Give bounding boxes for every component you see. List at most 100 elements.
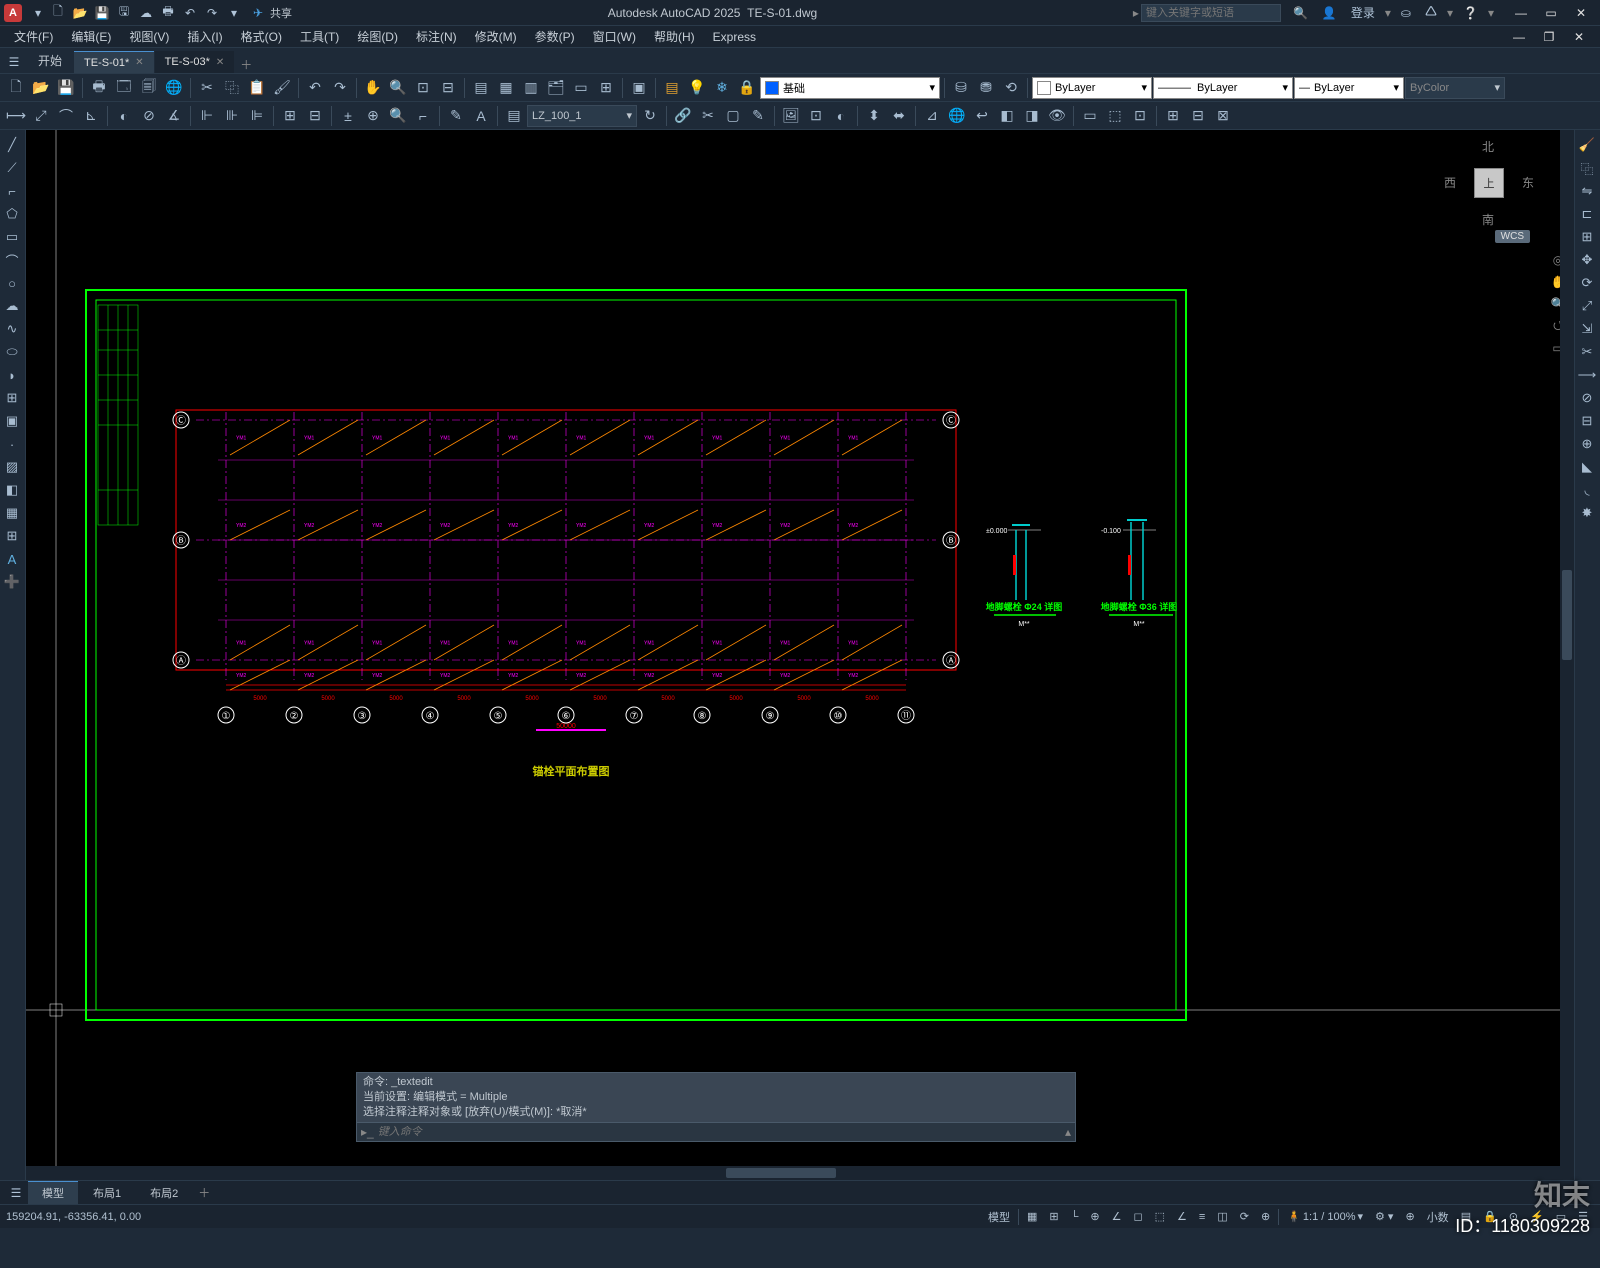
layer-lock-icon[interactable]: 🔒 <box>735 76 759 100</box>
ref-frame-icon[interactable]: ▢ <box>721 104 745 128</box>
cut-icon[interactable]: ✂ <box>195 76 219 100</box>
qat-more-icon[interactable]: ▾ <box>224 3 244 23</box>
layout-tab-model[interactable]: 模型 <box>28 1181 78 1204</box>
menu-window[interactable]: 窗口(W) <box>585 26 644 47</box>
ref-attach-icon[interactable]: 🔗 <box>671 104 695 128</box>
viewcube-north[interactable]: 北 <box>1482 138 1494 155</box>
sheetset-icon[interactable]: 🗂 <box>544 76 568 100</box>
layer-state-icon[interactable]: ⛁ <box>949 76 973 100</box>
erase-icon[interactable]: 🧹 <box>1575 134 1599 156</box>
file-tab-2[interactable]: TE-S-03* ✕ <box>155 51 235 73</box>
dim-update-icon[interactable]: ↻ <box>638 104 662 128</box>
dim-linear-icon[interactable]: ⟼ <box>4 104 28 128</box>
move-icon[interactable]: ✥ <box>1575 249 1599 271</box>
transparency-icon[interactable]: ◫ <box>1211 1207 1233 1227</box>
viewport2-icon[interactable]: ⊟ <box>1186 104 1210 128</box>
ellipse-arc-icon[interactable]: ◗ <box>0 364 24 386</box>
mtext-icon[interactable]: A <box>0 548 24 570</box>
wcs-badge[interactable]: WCS <box>1495 230 1530 243</box>
vertical-scrollbar[interactable] <box>1560 130 1574 1180</box>
doc-restore-button[interactable]: ❐ <box>1534 27 1564 47</box>
mirror-icon[interactable]: ⇋ <box>1575 180 1599 202</box>
close-icon[interactable]: ✕ <box>216 57 224 68</box>
dim-angular-icon[interactable]: ∡ <box>162 104 186 128</box>
zoom-window-icon[interactable]: ⊡ <box>411 76 435 100</box>
extend-icon[interactable]: ⟶ <box>1575 364 1599 386</box>
horizontal-scrollbar[interactable] <box>26 1166 1560 1180</box>
dim-aligned-icon[interactable]: ⤢ <box>29 104 53 128</box>
save-icon[interactable]: 💾 <box>92 3 112 23</box>
inspect-icon[interactable]: 🔍 <box>386 104 410 128</box>
polar-icon[interactable]: ⊕ <box>1084 1207 1105 1227</box>
lineweight-dropdown[interactable]: —ByLayer▾ <box>1294 77 1404 99</box>
redo-icon[interactable]: ↷ <box>328 76 352 100</box>
ribbon-tab-start[interactable]: 开始 <box>26 48 74 73</box>
viewcube-south[interactable]: 南 <box>1482 211 1494 228</box>
save-icon[interactable]: 💾 <box>54 76 78 100</box>
dimstyle-icon[interactable]: ▤ <box>502 104 526 128</box>
layer-props-icon[interactable]: ▤ <box>660 76 684 100</box>
join-icon[interactable]: ⊕ <box>1575 433 1599 455</box>
rectangle-icon[interactable]: ▭ <box>0 226 24 248</box>
dim-radius-icon[interactable]: ◐ <box>112 104 136 128</box>
copy-obj-icon[interactable]: ⿻ <box>1575 157 1599 179</box>
cmd-recent-icon[interactable]: ▴ <box>1065 1125 1071 1139</box>
match-icon[interactable]: 🖌 <box>270 76 294 100</box>
dim-tedit-icon[interactable]: A <box>469 104 493 128</box>
explode-icon[interactable]: ✸ <box>1575 502 1599 524</box>
annotation-scale[interactable]: 🧍 1:1 / 100% ▾ <box>1281 1207 1369 1227</box>
dim-ordinate-icon[interactable]: ⊾ <box>79 104 103 128</box>
markup-icon[interactable]: ▭ <box>569 76 593 100</box>
menu-format[interactable]: 格式(O) <box>233 26 290 47</box>
rotate-icon[interactable]: ⟳ <box>1575 272 1599 294</box>
drawing-canvas[interactable]: 5000500050005000500050005000500050005000… <box>26 130 1574 1180</box>
file-tab-1[interactable]: TE-S-01* ✕ <box>74 51 154 73</box>
menu-draw[interactable]: 绘图(D) <box>349 26 406 47</box>
paste-icon[interactable]: 📋 <box>245 76 269 100</box>
ucs-prev-icon[interactable]: ↩ <box>970 104 994 128</box>
redo-icon[interactable]: ↷ <box>202 3 222 23</box>
app-menu-icon[interactable]: ☰ <box>2 51 26 73</box>
color-dropdown[interactable]: ByLayer▾ <box>1032 77 1152 99</box>
ucs-icon[interactable]: ⊿ <box>920 104 944 128</box>
ref-edit-icon[interactable]: ✎ <box>746 104 770 128</box>
insert-block-icon[interactable]: ⊞ <box>0 387 24 409</box>
menu-modify[interactable]: 修改(M) <box>467 26 525 47</box>
workspace-icon[interactable]: ⚙ ▾ <box>1369 1207 1399 1227</box>
autodesk-account-icon[interactable]: 🛆 <box>1421 2 1441 23</box>
point-icon[interactable]: · <box>0 433 24 455</box>
help-search-input[interactable] <box>1141 4 1281 22</box>
login-label[interactable]: 登录 <box>1347 4 1379 21</box>
dim-baseline-icon[interactable]: ⊪ <box>220 104 244 128</box>
designcenter-icon[interactable]: ▦ <box>494 76 518 100</box>
polygon-icon[interactable]: ⬠ <box>0 203 24 225</box>
view-top-icon[interactable]: ⊡ <box>1128 104 1152 128</box>
saveas-icon[interactable]: 🖫 <box>114 3 134 23</box>
snap-icon[interactable]: ⊞ <box>1043 1207 1064 1227</box>
search-icon[interactable]: 🔍 <box>1289 6 1312 20</box>
offset-icon[interactable]: ⊏ <box>1575 203 1599 225</box>
spline-icon[interactable]: ∿ <box>0 318 24 340</box>
dim-space-icon[interactable]: ⊞ <box>278 104 302 128</box>
quickcalc-icon[interactable]: ⊞ <box>594 76 618 100</box>
break-point-icon[interactable]: ⊘ <box>1575 387 1599 409</box>
add-selected-icon[interactable]: ➕ <box>0 571 24 593</box>
menu-file[interactable]: 文件(F) <box>6 26 61 47</box>
hatch-icon[interactable]: ▨ <box>0 456 24 478</box>
image-adjust-icon[interactable]: ◐ <box>829 104 853 128</box>
help-icon[interactable]: ❔ <box>1459 6 1482 20</box>
dim-arc-icon[interactable]: ⌒ <box>54 104 78 128</box>
layer-iso-icon[interactable]: ⛃ <box>974 76 998 100</box>
trim-icon[interactable]: ✂ <box>1575 341 1599 363</box>
ortho-icon[interactable]: └ <box>1065 1207 1085 1227</box>
xline-icon[interactable]: ⟋ <box>0 157 24 179</box>
close-icon[interactable]: ✕ <box>135 57 143 68</box>
model-space-toggle[interactable]: 模型 <box>982 1207 1016 1227</box>
preview-icon[interactable]: 🗔 <box>112 76 136 100</box>
ucs-world-icon[interactable]: 🌐 <box>945 104 969 128</box>
menu-insert[interactable]: 插入(I) <box>179 26 230 47</box>
scale-icon[interactable]: ⤢ <box>1575 295 1599 317</box>
doc-close-button[interactable]: ✕ <box>1564 27 1594 47</box>
viewcube-west[interactable]: 西 <box>1444 174 1456 191</box>
jogged-icon[interactable]: ⌐ <box>411 104 435 128</box>
